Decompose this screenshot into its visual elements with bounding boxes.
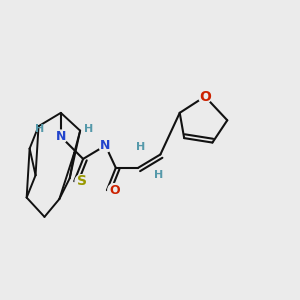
Text: O: O [109, 184, 120, 196]
Text: S: S [76, 174, 87, 188]
Circle shape [108, 184, 121, 197]
Circle shape [198, 90, 212, 103]
Text: H: H [154, 170, 164, 180]
Circle shape [54, 130, 68, 143]
Circle shape [75, 175, 88, 188]
Text: H: H [136, 142, 146, 152]
Text: N: N [56, 130, 66, 143]
Text: H: H [35, 124, 45, 134]
Text: H: H [84, 124, 94, 134]
Text: O: O [199, 89, 211, 103]
Circle shape [99, 139, 112, 152]
Text: N: N [100, 139, 111, 152]
